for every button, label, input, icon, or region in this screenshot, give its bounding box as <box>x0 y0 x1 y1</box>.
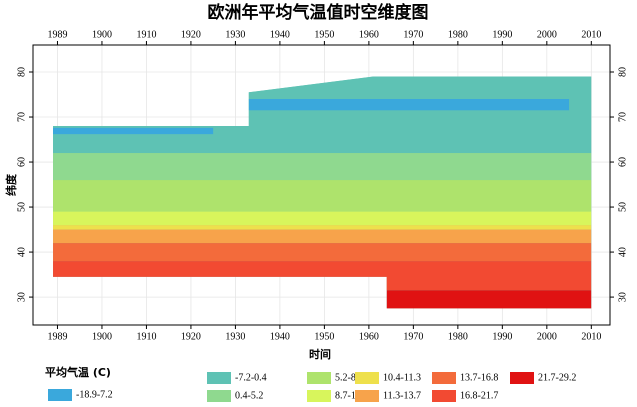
legend-swatch <box>355 372 379 384</box>
contour-band <box>53 229 592 244</box>
x-tick-label: 1950 <box>314 331 334 342</box>
contour-band <box>248 99 570 111</box>
x-tick-label-top: 1910 <box>136 29 156 40</box>
y-tick-label: 50 <box>16 202 27 212</box>
x-tick-label: 1990 <box>492 331 512 342</box>
legend-label: 16.8-21.7 <box>460 390 498 401</box>
x-tick-label-top: 1989 <box>47 29 67 40</box>
x-tick-label: 1900 <box>92 331 112 342</box>
x-tick-label: 1940 <box>270 331 290 342</box>
x-axis-label: 时间 <box>309 347 331 361</box>
y-tick-label: 60 <box>16 157 27 167</box>
contour-band <box>53 211 592 226</box>
y-tick-label: 70 <box>16 112 27 122</box>
legend-swatch <box>355 390 379 402</box>
y-tick-label-right: 30 <box>617 292 628 302</box>
x-tick-label: 1920 <box>181 331 201 342</box>
plot-frame <box>32 44 611 326</box>
legend-swatch <box>432 390 456 402</box>
legend-label: 11.3-13.7 <box>383 390 421 401</box>
y-tick-label-right: 70 <box>617 112 628 122</box>
legend-label: 5.2-8.7 <box>335 372 363 383</box>
legend-swatch <box>207 390 231 402</box>
x-tick-label-top: 1900 <box>92 29 112 40</box>
x-tick-label: 1970 <box>403 331 423 342</box>
x-tick-label-top: 2000 <box>537 29 557 40</box>
legend-label: 13.7-16.8 <box>460 372 498 383</box>
legend-swatch <box>307 372 331 384</box>
y-tick-label-right: 80 <box>617 67 628 77</box>
contour-band <box>53 127 214 135</box>
legend-label: -18.9-7.2 <box>76 389 113 400</box>
y-tick-label: 40 <box>16 247 27 257</box>
legend-label: 10.4-11.3 <box>383 372 421 383</box>
legend-swatch <box>207 372 231 384</box>
x-tick-label-top: 1980 <box>448 29 468 40</box>
contour-band <box>53 243 592 262</box>
y-tick-label: 30 <box>16 292 27 302</box>
legend-swatch <box>48 389 72 401</box>
x-tick-label-top: 1970 <box>403 29 423 40</box>
x-tick-label: 2000 <box>537 331 557 342</box>
y-axis-label: 纬度 <box>4 173 18 196</box>
y-tick-label-right: 50 <box>617 202 628 212</box>
y-tick-label-right: 60 <box>617 157 628 167</box>
x-tick-label-top: 1920 <box>181 29 201 40</box>
x-tick-label-top: 2010 <box>581 29 601 40</box>
x-tick-label: 1930 <box>225 331 245 342</box>
legend-label: 21.7-29.2 <box>538 372 576 383</box>
contour-band <box>53 225 592 230</box>
legend-label: -7.2-0.4 <box>235 372 267 383</box>
legend-swatch <box>307 390 331 402</box>
legend-label: 8.7-10.4 <box>335 390 368 401</box>
x-tick-label: 1960 <box>359 331 379 342</box>
x-tick-label-top: 1960 <box>359 29 379 40</box>
legend-label: 0.4-5.2 <box>235 390 263 401</box>
y-tick-label: 80 <box>16 67 27 77</box>
x-tick-label: 1989 <box>47 331 67 342</box>
contour-band <box>53 180 592 212</box>
legend-swatch <box>510 372 534 384</box>
legend-title: 平均气温 (C) <box>45 365 111 379</box>
x-tick-label: 1910 <box>136 331 156 342</box>
x-tick-label-top: 1950 <box>314 29 334 40</box>
x-tick-label-top: 1940 <box>270 29 290 40</box>
x-tick-label-top: 1930 <box>225 29 245 40</box>
x-tick-label: 2010 <box>581 331 601 342</box>
x-tick-label: 1980 <box>448 331 468 342</box>
chart-title: 欧洲年平均气温值时空维度图 <box>208 2 429 23</box>
y-tick-label-right: 40 <box>617 247 628 257</box>
contour-band <box>386 290 592 309</box>
contour-band <box>53 153 592 181</box>
x-tick-label-top: 1990 <box>492 29 512 40</box>
legend-swatch <box>432 372 456 384</box>
